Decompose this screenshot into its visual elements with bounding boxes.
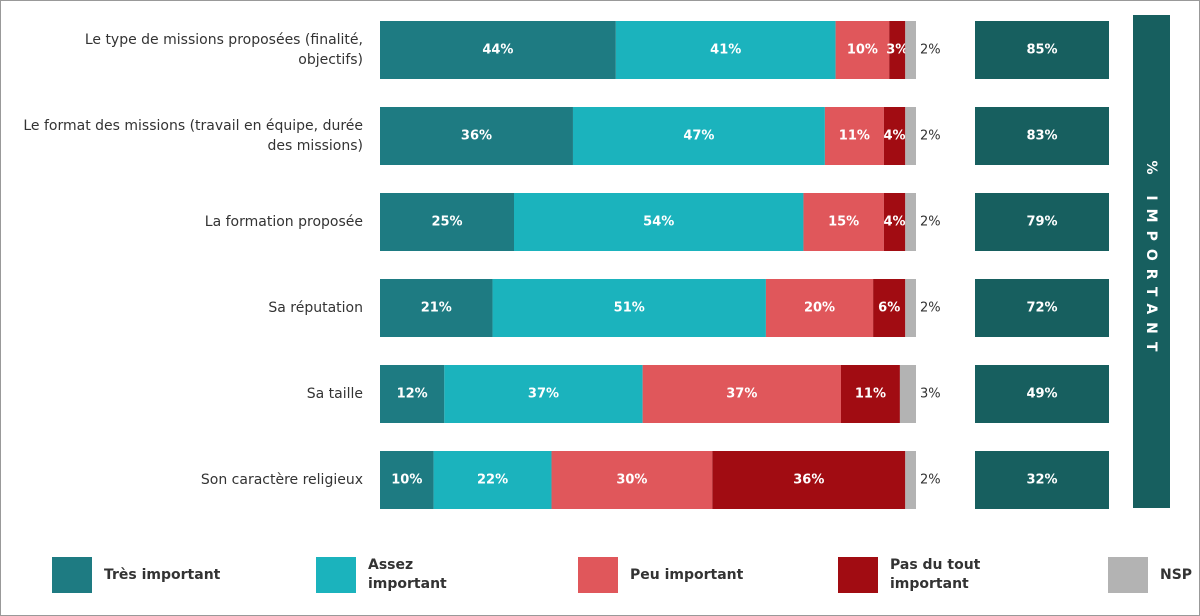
total-label: 72%: [1026, 301, 1057, 316]
bar-segment: [840, 365, 900, 423]
value-label: 37%: [528, 387, 559, 402]
total-box: [975, 21, 1109, 79]
value-label: 44%: [482, 43, 513, 58]
value-label: 4%: [884, 215, 906, 230]
category-label: Sa réputation: [268, 300, 363, 316]
bar-segment: [905, 193, 916, 251]
value-label: 15%: [828, 215, 859, 230]
value-label: 2%: [920, 43, 941, 58]
value-label: 20%: [804, 301, 835, 316]
value-label: 41%: [710, 43, 741, 58]
bar-segment: [492, 279, 766, 337]
bar-segment: [905, 451, 916, 509]
bar-segment: [380, 193, 514, 251]
bar-segment: [883, 107, 906, 165]
bar-segment: [433, 451, 552, 509]
bar-segment: [905, 21, 916, 79]
total-label: 32%: [1026, 473, 1057, 488]
legend-swatch: [316, 557, 356, 593]
value-label: 37%: [726, 387, 757, 402]
bar-segment: [835, 21, 890, 79]
legend-label: Assez important: [368, 557, 447, 592]
value-label: 3%: [886, 43, 908, 58]
value-label: 11%: [855, 387, 886, 402]
value-label: 2%: [920, 473, 941, 488]
totals-band: [1133, 15, 1170, 508]
bar-segment: [514, 193, 804, 251]
value-label: 54%: [643, 215, 674, 230]
category-label: Le type de missions proposées (finalité,…: [84, 32, 363, 68]
total-box: [975, 365, 1109, 423]
total-label: 83%: [1026, 129, 1057, 144]
value-label: 30%: [616, 473, 647, 488]
total-label: 79%: [1026, 215, 1057, 230]
category-label: La formation proposée: [204, 214, 363, 230]
bar-segment: [883, 193, 906, 251]
value-label: 2%: [920, 215, 941, 230]
bar-segment: [615, 21, 836, 79]
value-label: 10%: [847, 43, 878, 58]
legend-label: Pas du tout important: [890, 557, 981, 592]
bar-segment: [551, 451, 713, 509]
bar-segment: [873, 279, 906, 337]
value-label: 2%: [920, 129, 941, 144]
total-box: [975, 451, 1109, 509]
legend-label: Peu important: [630, 566, 744, 583]
totals-title: % IMPORTANT: [1143, 161, 1159, 360]
bar-segment: [380, 451, 434, 509]
bar-segment: [380, 365, 445, 423]
bar-segment: [889, 21, 906, 79]
value-label: 25%: [431, 215, 462, 230]
bar-segment: [905, 279, 916, 337]
legend-swatch: [52, 557, 92, 593]
value-label: 47%: [683, 129, 714, 144]
value-label: 36%: [793, 473, 824, 488]
bar-segment: [712, 451, 906, 509]
value-label: 22%: [477, 473, 508, 488]
value-label: 12%: [397, 387, 428, 402]
legend-label: Très important: [104, 566, 221, 583]
value-label: 2%: [920, 301, 941, 316]
legend-label: NSP: [1160, 566, 1193, 583]
legend-swatch: [838, 557, 878, 593]
total-box: [975, 279, 1109, 337]
value-label: 4%: [884, 129, 906, 144]
legend-swatch: [1108, 557, 1148, 593]
bar-segment: [642, 365, 841, 423]
total-box: [975, 193, 1109, 251]
value-label: 21%: [421, 301, 452, 316]
total-box: [975, 107, 1109, 165]
bar-segment: [905, 107, 916, 165]
value-label: 11%: [839, 129, 870, 144]
value-label: 6%: [878, 301, 900, 316]
bar-segment: [572, 107, 825, 165]
total-label: 49%: [1026, 387, 1057, 402]
bar-segment: [380, 21, 616, 79]
bar-segment: [824, 107, 884, 165]
bar-segment: [765, 279, 874, 337]
bar-segment: [444, 365, 643, 423]
value-label: 10%: [391, 473, 422, 488]
bar-segment: [380, 107, 573, 165]
category-label: Le format des missions (travail en équip…: [23, 118, 363, 154]
value-label: 3%: [920, 387, 941, 402]
bar-segment: [803, 193, 884, 251]
value-label: 51%: [614, 301, 645, 316]
bar-segment: [899, 365, 916, 423]
legend-swatch: [578, 557, 618, 593]
bar-segment: [380, 279, 493, 337]
value-label: 36%: [461, 129, 492, 144]
total-label: 85%: [1026, 43, 1057, 58]
category-label: Sa taille: [306, 386, 363, 402]
category-label: Son caractère religieux: [200, 472, 363, 488]
